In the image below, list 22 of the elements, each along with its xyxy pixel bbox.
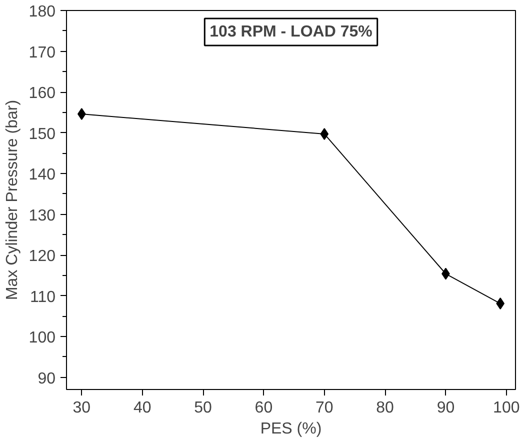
y-tick-label: 170 [28,44,56,62]
y-tick-label: 160 [28,85,56,102]
y-tick-label: 90 [38,370,56,388]
x-tick-label: 30 [72,400,91,416]
x-tick-label: 70 [315,400,334,416]
x-tick-label: 80 [376,400,394,416]
text: 103 RPM - LOAD 75% [210,24,372,40]
y-tick-label: 110 [30,288,56,306]
x-tick-label: 90 [436,400,455,416]
point [320,128,329,140]
x-axis-title: PES (%) [260,420,322,438]
y-tick-label: 130 [28,207,56,224]
y-tick-label: 150 [28,126,56,143]
y-tick-label: 140 [28,166,56,184]
y-tick-label: 120 [28,248,56,266]
x-tick-label: 40 [133,400,152,416]
x-tick-label: 50 [194,400,212,416]
y-tick-label: 180 [28,4,56,20]
y-tick-label: 100 [28,330,56,347]
x-tick-label: 60 [254,400,273,416]
y-axis-title: Max Cylinder Pressure (bar) [4,100,21,300]
x-tick-label: 100 [493,400,520,416]
